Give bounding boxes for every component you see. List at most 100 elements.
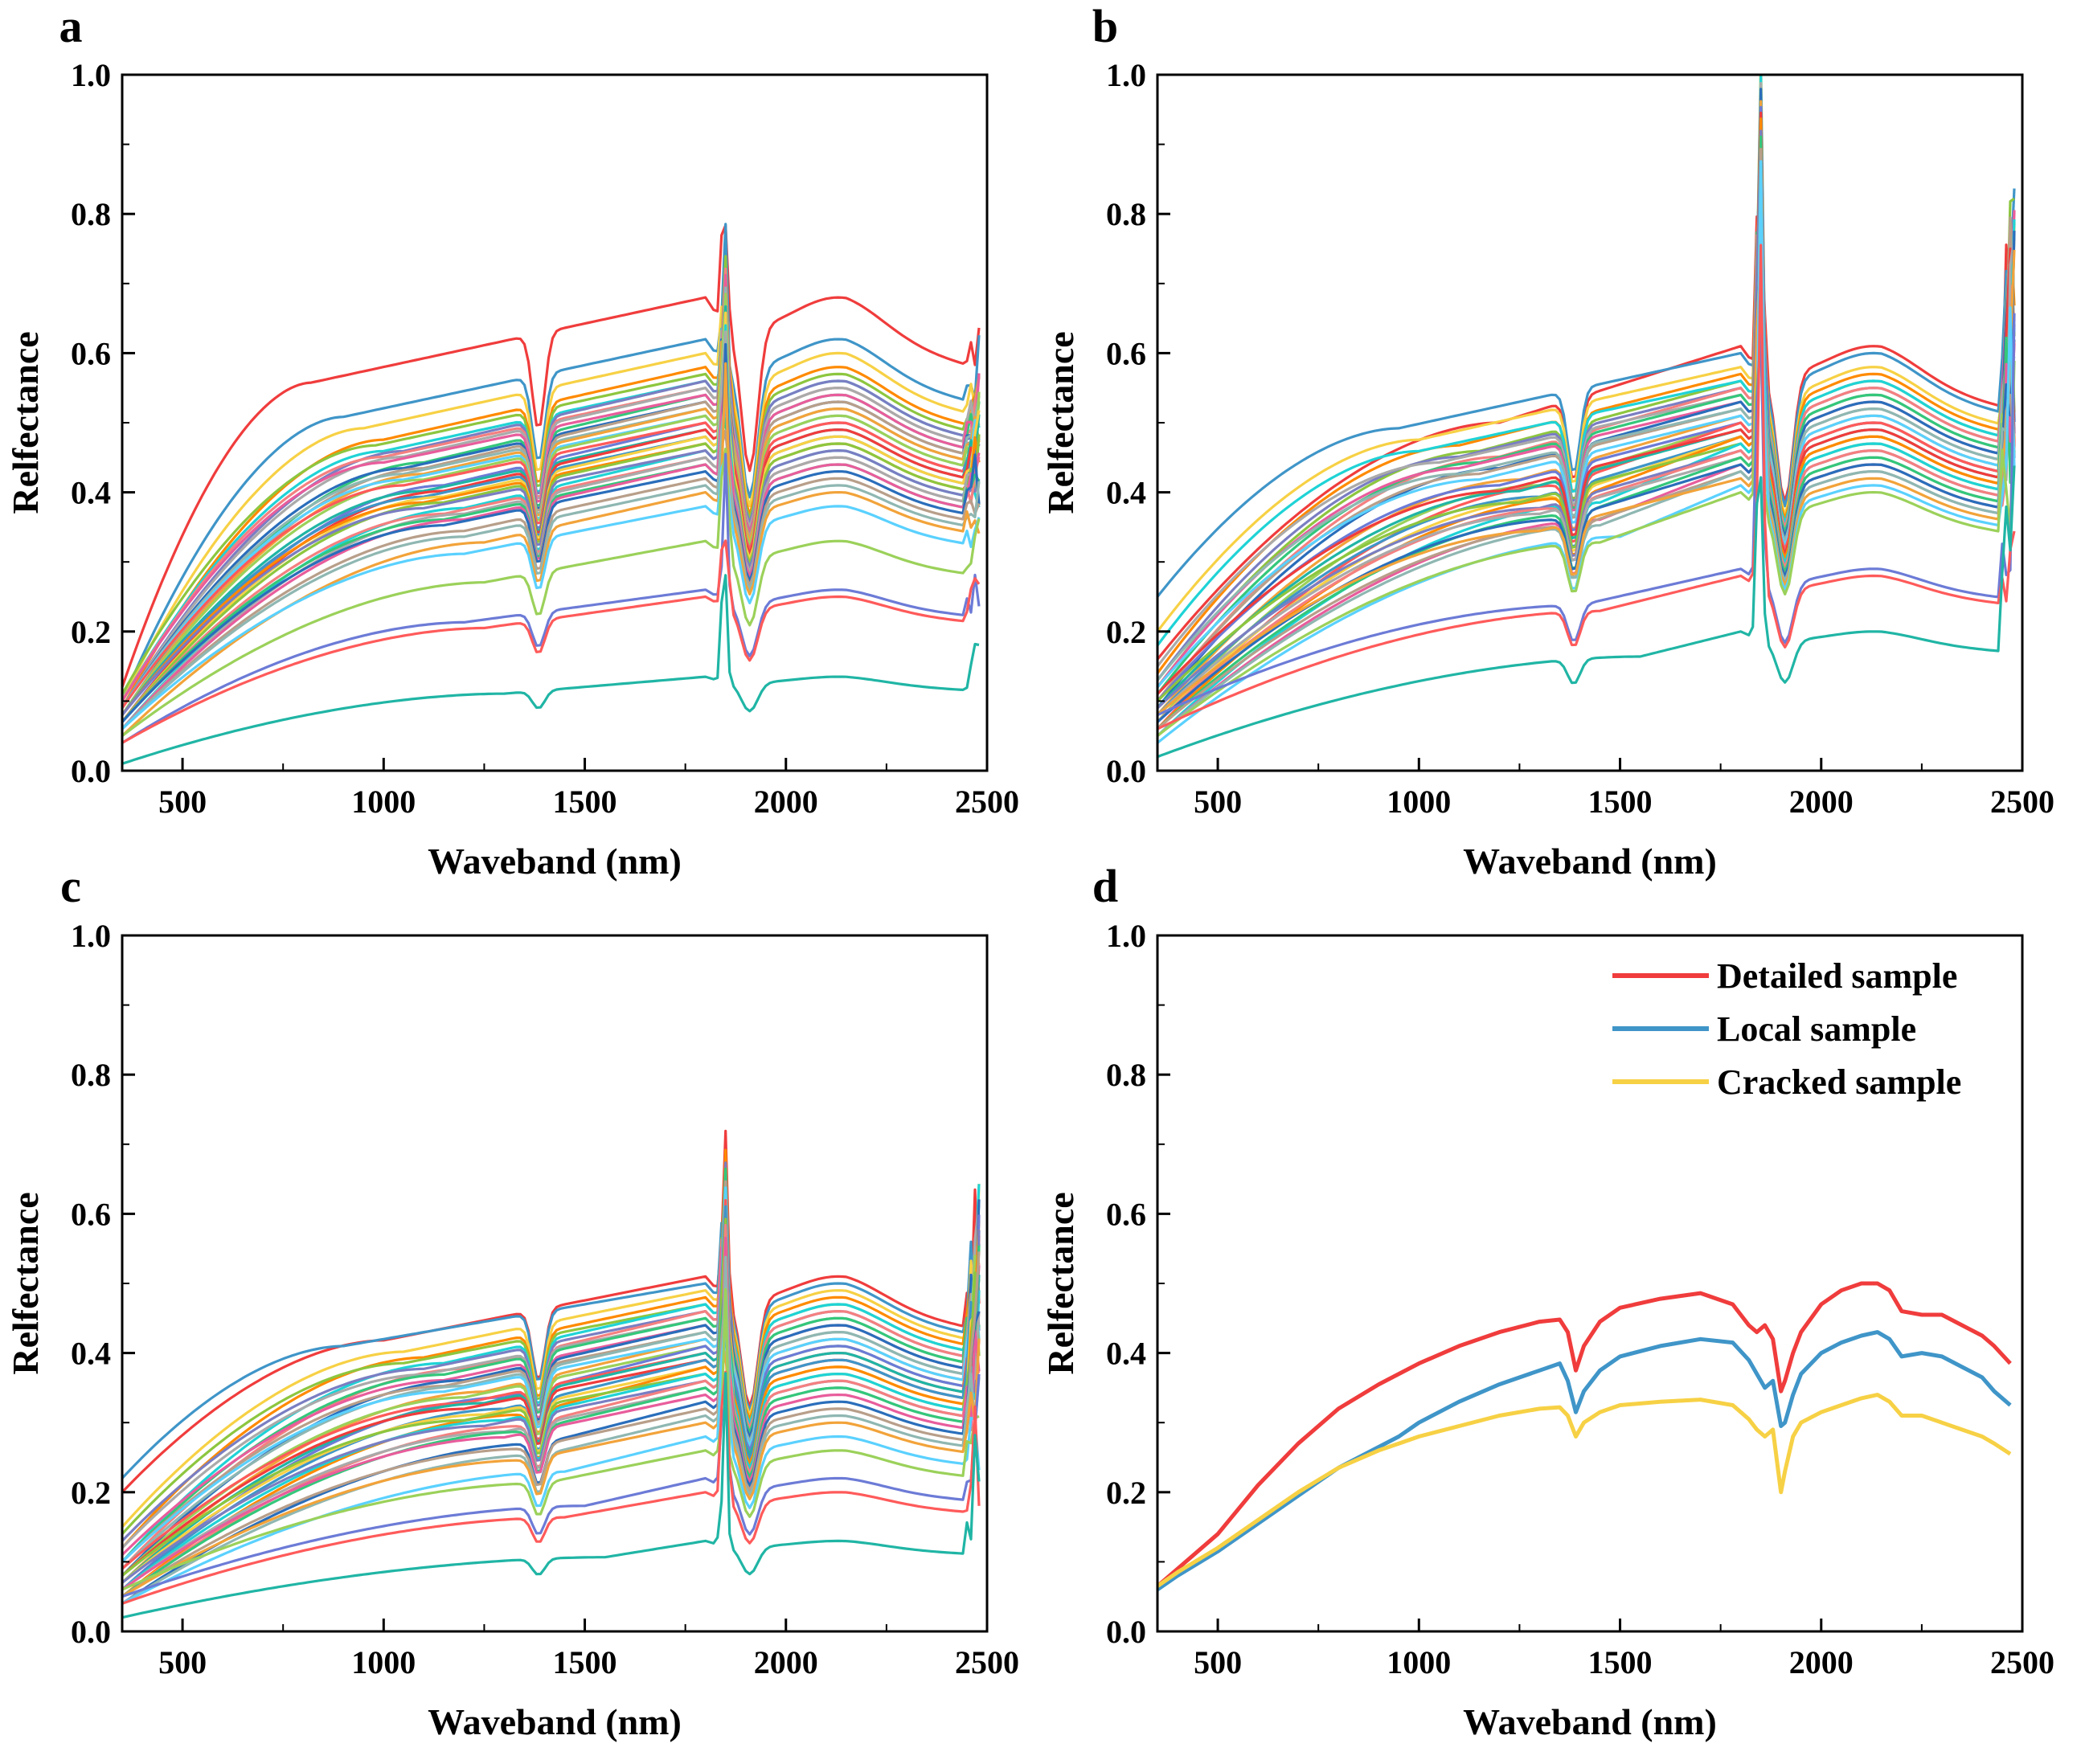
y-tick-label: 0.6 — [71, 1196, 111, 1232]
spectrum-line — [1157, 75, 2016, 647]
panel-letter: c — [60, 860, 81, 912]
y-tick-label: 0.2 — [71, 614, 111, 650]
spectrum-line — [122, 1186, 981, 1563]
spectrum-line — [122, 255, 981, 695]
spectrum-line — [1157, 244, 2016, 716]
x-tick-label: 1000 — [1387, 1644, 1451, 1680]
x-tick-label: 2000 — [1789, 1644, 1854, 1680]
series-line-local-sample — [1157, 1330, 2012, 1592]
spectrum-line — [1157, 313, 2016, 717]
spectrum-line — [1157, 244, 2016, 731]
x-axis-label: Waveband (nm) — [428, 841, 682, 882]
spectrum-line — [1157, 75, 2016, 632]
x-tick-label: 1000 — [351, 1644, 416, 1680]
panel-a: 500 1000 1500 2000 2500 0.0 0.2 0.4 0.6 0.8 1.0 Wav… — [5, 0, 1019, 882]
spectrum-line — [1157, 184, 2016, 681]
axes-frame — [1156, 73, 2024, 772]
series-line-detailed-sample — [1157, 1281, 2012, 1588]
x-tick-label: 1000 — [1387, 784, 1451, 820]
panel-letter: a — [59, 0, 83, 52]
spectrum-line — [1157, 134, 2016, 598]
x-tick-label: 2000 — [754, 1644, 818, 1680]
spectrum-line — [122, 395, 981, 731]
y-tick-label: 0.0 — [1106, 753, 1146, 789]
y-tick-label: 0.8 — [1106, 1057, 1146, 1093]
spectrum-line — [122, 452, 981, 744]
x-tick-label: 1500 — [1588, 784, 1653, 820]
legend-label: Detailed sample — [1717, 956, 1957, 996]
x-axis-label: Waveband (nm) — [1463, 1701, 1717, 1742]
spectrum-line — [1157, 280, 2016, 689]
plot-area — [122, 1129, 981, 1619]
x-tick-label: 2500 — [955, 784, 1019, 820]
spectrum-line — [122, 305, 981, 702]
spectrum-line — [122, 1370, 981, 1605]
x-tick-label: 2000 — [754, 784, 818, 820]
spectrum-line — [122, 447, 981, 737]
x-tick-label: 500 — [1194, 1644, 1242, 1680]
x-axis: 500 1000 1500 2000 2500 — [158, 1619, 1019, 1680]
y-axis: 0.0 0.2 0.4 0.6 0.8 1.0 — [1106, 918, 1170, 1650]
legend-label: Cracked sample — [1717, 1062, 1961, 1102]
panel-c: 500 1000 1500 2000 2500 0.0 0.2 0.4 0.6 0.8 1.0 Wav… — [5, 860, 1019, 1742]
spectrum-line — [122, 1251, 981, 1598]
x-axis-label: Waveband (nm) — [428, 1701, 682, 1742]
y-tick-label: 1.0 — [71, 918, 111, 954]
y-tick-label: 0.4 — [71, 1336, 111, 1372]
y-tick-label: 1.0 — [1106, 57, 1146, 93]
x-tick-label: 1000 — [351, 784, 416, 820]
y-tick-label: 0.8 — [71, 1057, 111, 1093]
y-tick-label: 0.0 — [71, 753, 111, 789]
y-tick-label: 0.6 — [1106, 1196, 1146, 1232]
spectrum-line — [1157, 346, 2016, 737]
y-tick-label: 0.4 — [1106, 475, 1146, 511]
spectrum-line — [122, 404, 981, 716]
x-tick-label: 500 — [158, 1644, 207, 1680]
y-axis: 0.0 0.2 0.4 0.6 0.8 1.0 — [71, 918, 135, 1650]
x-tick-label: 500 — [158, 784, 207, 820]
spectrum-line — [122, 223, 981, 688]
spectrum-line — [1157, 328, 2016, 737]
spectrum-line — [122, 1372, 981, 1619]
spectrum-line — [122, 1236, 981, 1591]
spectrum-line — [1157, 111, 2016, 695]
y-tick-label: 0.2 — [1106, 1475, 1146, 1511]
spectrum-line — [122, 1287, 980, 1591]
x-tick-label: 1500 — [1588, 1644, 1653, 1680]
legend-label: Local sample — [1717, 1009, 1916, 1049]
spectrum-line — [122, 1373, 981, 1598]
y-tick-label: 0.4 — [71, 475, 111, 511]
spectrum-line — [122, 455, 981, 731]
x-tick-label: 500 — [1194, 784, 1242, 820]
y-axis: 0.0 0.2 0.4 0.6 0.8 1.0 — [1106, 57, 1170, 789]
spectrum-line — [122, 429, 981, 731]
spectrum-line — [1157, 465, 2016, 759]
y-axis-label: Relfectance — [5, 331, 46, 514]
y-tick-label: 0.4 — [1106, 1336, 1146, 1372]
x-axis: 500 1000 1500 2000 2500 — [1194, 758, 2054, 820]
y-axis: 0.0 0.2 0.4 0.6 0.8 1.0 — [71, 57, 135, 789]
x-tick-label: 1500 — [553, 784, 617, 820]
y-tick-label: 0.0 — [1106, 1614, 1146, 1650]
panel-d: 500 1000 1500 2000 2500 0.0 0.2 0.4 0.6 0.8 1.0 Wav… — [1040, 860, 2054, 1742]
y-tick-label: 0.2 — [71, 1475, 111, 1511]
y-tick-label: 0.2 — [1106, 614, 1146, 650]
y-tick-label: 1.0 — [1106, 918, 1146, 954]
y-axis-label: Relfectance — [5, 1192, 46, 1374]
y-tick-label: 1.0 — [71, 57, 111, 93]
x-tick-label: 2500 — [1990, 784, 2054, 820]
series-line-cracked-sample — [1157, 1393, 2012, 1588]
y-tick-label: 0.6 — [71, 335, 111, 371]
spectrum-line — [1157, 215, 2015, 661]
y-axis-label: Relfectance — [1040, 331, 1081, 514]
spectrum-line — [122, 273, 981, 702]
plot-area — [1157, 75, 2016, 759]
y-tick-label: 0.8 — [1106, 196, 1146, 232]
spectrum-line — [122, 1338, 981, 1598]
spectrum-line — [122, 574, 980, 765]
spectrum-line — [122, 1222, 981, 1480]
spectrum-line — [122, 338, 981, 710]
x-tick-label: 1500 — [553, 1644, 617, 1680]
panel-letter: d — [1092, 860, 1118, 912]
